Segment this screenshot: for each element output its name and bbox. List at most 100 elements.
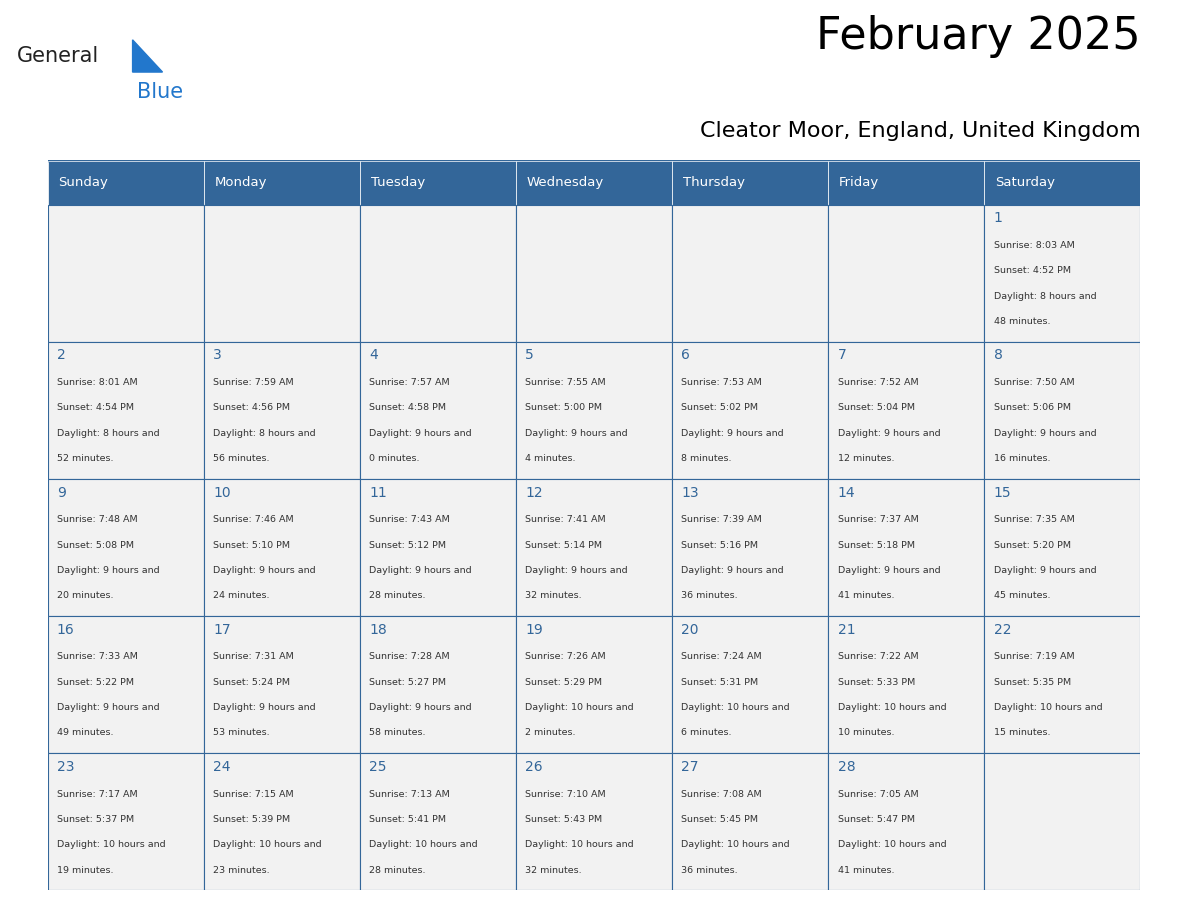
Text: Sunrise: 7:10 AM: Sunrise: 7:10 AM: [525, 789, 606, 799]
Bar: [672, 754, 828, 890]
Text: 19: 19: [525, 622, 543, 637]
Text: 18: 18: [369, 622, 387, 637]
Text: 58 minutes.: 58 minutes.: [369, 729, 425, 737]
Text: Wednesday: Wednesday: [526, 176, 605, 189]
Text: Daylight: 9 hours and: Daylight: 9 hours and: [57, 566, 159, 575]
Text: 16 minutes.: 16 minutes.: [993, 454, 1050, 464]
Text: Sunrise: 8:03 AM: Sunrise: 8:03 AM: [993, 241, 1074, 250]
Text: Blue: Blue: [137, 82, 183, 102]
Bar: [48, 754, 203, 890]
Text: Sunrise: 7:08 AM: Sunrise: 7:08 AM: [682, 789, 762, 799]
Text: Sunset: 5:16 PM: Sunset: 5:16 PM: [682, 541, 758, 550]
Text: Daylight: 9 hours and: Daylight: 9 hours and: [682, 566, 784, 575]
Text: Sunrise: 7:59 AM: Sunrise: 7:59 AM: [213, 378, 293, 387]
Text: Sunset: 4:54 PM: Sunset: 4:54 PM: [57, 403, 134, 412]
Text: Sunset: 4:52 PM: Sunset: 4:52 PM: [993, 266, 1070, 275]
Text: 7: 7: [838, 349, 846, 363]
Bar: [985, 161, 1140, 205]
Text: Sunrise: 7:05 AM: Sunrise: 7:05 AM: [838, 789, 918, 799]
Text: 19 minutes.: 19 minutes.: [57, 866, 113, 875]
Bar: [985, 616, 1140, 754]
Text: 17: 17: [213, 622, 230, 637]
Text: Daylight: 8 hours and: Daylight: 8 hours and: [213, 429, 316, 438]
Text: 1: 1: [993, 211, 1003, 225]
Text: Sunrise: 7:50 AM: Sunrise: 7:50 AM: [993, 378, 1074, 387]
Text: 6: 6: [682, 349, 690, 363]
Bar: [203, 341, 360, 479]
Text: 22: 22: [993, 622, 1011, 637]
Text: Sunrise: 7:28 AM: Sunrise: 7:28 AM: [369, 653, 450, 661]
Text: 4 minutes.: 4 minutes.: [525, 454, 576, 464]
Text: 10 minutes.: 10 minutes.: [838, 729, 895, 737]
Text: General: General: [17, 46, 100, 66]
Text: Daylight: 10 hours and: Daylight: 10 hours and: [525, 840, 634, 849]
Text: Sunrise: 8:01 AM: Sunrise: 8:01 AM: [57, 378, 138, 387]
Text: 3: 3: [213, 349, 222, 363]
Bar: [828, 479, 985, 616]
Text: 56 minutes.: 56 minutes.: [213, 454, 270, 464]
Text: 48 minutes.: 48 minutes.: [993, 317, 1050, 326]
Text: Daylight: 10 hours and: Daylight: 10 hours and: [525, 703, 634, 712]
Text: 4: 4: [369, 349, 378, 363]
Bar: [48, 205, 203, 341]
Bar: [516, 479, 672, 616]
Text: Sunrise: 7:37 AM: Sunrise: 7:37 AM: [838, 515, 918, 524]
Text: Sunset: 5:29 PM: Sunset: 5:29 PM: [525, 677, 602, 687]
Text: Daylight: 10 hours and: Daylight: 10 hours and: [993, 703, 1102, 712]
Text: 36 minutes.: 36 minutes.: [682, 591, 738, 600]
Text: Daylight: 10 hours and: Daylight: 10 hours and: [213, 840, 322, 849]
Text: 16: 16: [57, 622, 75, 637]
Text: Daylight: 9 hours and: Daylight: 9 hours and: [57, 703, 159, 712]
Text: 2 minutes.: 2 minutes.: [525, 729, 576, 737]
Text: Daylight: 9 hours and: Daylight: 9 hours and: [369, 703, 472, 712]
Bar: [360, 479, 516, 616]
Bar: [985, 479, 1140, 616]
Text: Sunrise: 7:55 AM: Sunrise: 7:55 AM: [525, 378, 606, 387]
Text: Daylight: 10 hours and: Daylight: 10 hours and: [57, 840, 165, 849]
Text: Sunset: 5:37 PM: Sunset: 5:37 PM: [57, 815, 134, 823]
Text: Sunrise: 7:13 AM: Sunrise: 7:13 AM: [369, 789, 450, 799]
Text: 2: 2: [57, 349, 65, 363]
Text: Sunrise: 7:15 AM: Sunrise: 7:15 AM: [213, 789, 293, 799]
Text: 10: 10: [213, 486, 230, 499]
Text: Sunrise: 7:53 AM: Sunrise: 7:53 AM: [682, 378, 763, 387]
Text: Sunrise: 7:41 AM: Sunrise: 7:41 AM: [525, 515, 606, 524]
Text: Sunset: 5:24 PM: Sunset: 5:24 PM: [213, 677, 290, 687]
Text: 6 minutes.: 6 minutes.: [682, 729, 732, 737]
Text: 45 minutes.: 45 minutes.: [993, 591, 1050, 600]
Bar: [360, 205, 516, 341]
Text: 41 minutes.: 41 minutes.: [838, 591, 895, 600]
Text: Sunrise: 7:48 AM: Sunrise: 7:48 AM: [57, 515, 138, 524]
Text: Daylight: 10 hours and: Daylight: 10 hours and: [682, 840, 790, 849]
Text: Daylight: 10 hours and: Daylight: 10 hours and: [838, 703, 946, 712]
Text: 28 minutes.: 28 minutes.: [369, 866, 425, 875]
Text: 8 minutes.: 8 minutes.: [682, 454, 732, 464]
Text: Sunset: 5:14 PM: Sunset: 5:14 PM: [525, 541, 602, 550]
Text: 12 minutes.: 12 minutes.: [838, 454, 895, 464]
Text: Sunset: 5:08 PM: Sunset: 5:08 PM: [57, 541, 134, 550]
Text: Daylight: 9 hours and: Daylight: 9 hours and: [682, 429, 784, 438]
Bar: [828, 205, 985, 341]
Text: February 2025: February 2025: [816, 16, 1140, 58]
Text: Sunset: 5:41 PM: Sunset: 5:41 PM: [369, 815, 447, 823]
Text: Daylight: 10 hours and: Daylight: 10 hours and: [682, 703, 790, 712]
Text: 23 minutes.: 23 minutes.: [213, 866, 270, 875]
Bar: [672, 205, 828, 341]
Bar: [203, 205, 360, 341]
Text: Sunset: 5:04 PM: Sunset: 5:04 PM: [838, 403, 915, 412]
Text: Sunset: 5:31 PM: Sunset: 5:31 PM: [682, 677, 759, 687]
Bar: [672, 616, 828, 754]
Bar: [203, 754, 360, 890]
Bar: [985, 754, 1140, 890]
Text: Tuesday: Tuesday: [371, 176, 425, 189]
Bar: [360, 341, 516, 479]
Bar: [360, 616, 516, 754]
Text: 11: 11: [369, 486, 387, 499]
Text: 13: 13: [682, 486, 699, 499]
Text: 25: 25: [369, 760, 386, 774]
Text: Thursday: Thursday: [683, 176, 745, 189]
Text: 41 minutes.: 41 minutes.: [838, 866, 895, 875]
Bar: [360, 754, 516, 890]
Text: Sunset: 4:56 PM: Sunset: 4:56 PM: [213, 403, 290, 412]
Text: Daylight: 9 hours and: Daylight: 9 hours and: [525, 429, 628, 438]
